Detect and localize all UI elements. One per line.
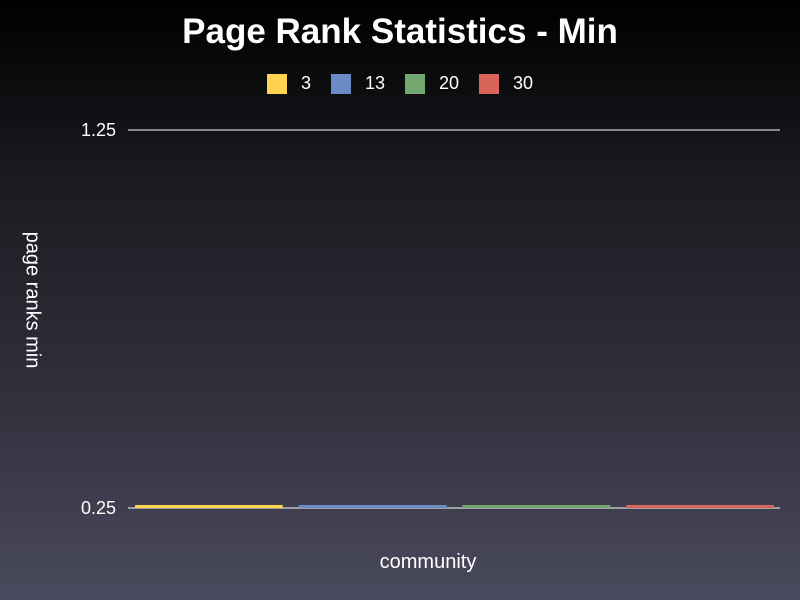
bar-layer [135,505,774,508]
legend-label-30: 30 [513,73,534,93]
legend-label-3: 3 [300,73,311,93]
legend-item-13: 13 [330,73,385,94]
legend-item-30: 30 [479,73,533,94]
bar-20 [462,505,611,508]
legend-item-3: 3 [266,73,311,94]
bar-30 [626,505,774,508]
legend-swatch-3 [266,73,287,94]
legend-swatch-30 [479,73,500,94]
tick-layer: 0.25 1.25 [81,120,116,518]
y-tick-label: 0.25 [81,498,116,518]
legend-swatch-13 [330,73,351,94]
bar-13 [298,505,447,508]
legend-label-13: 13 [364,73,385,93]
bar-3 [135,505,283,508]
legend-item-20: 20 [404,73,460,94]
y-tick-label: 1.25 [81,120,116,140]
grid-layer [128,129,780,509]
legend-label-20: 20 [438,73,460,93]
legend-swatch-20 [404,73,425,94]
x-axis-label: community [379,551,477,573]
legend: 3 13 20 30 [0,73,800,94]
chart-title: Page Rank Statistics - Min [182,12,618,51]
